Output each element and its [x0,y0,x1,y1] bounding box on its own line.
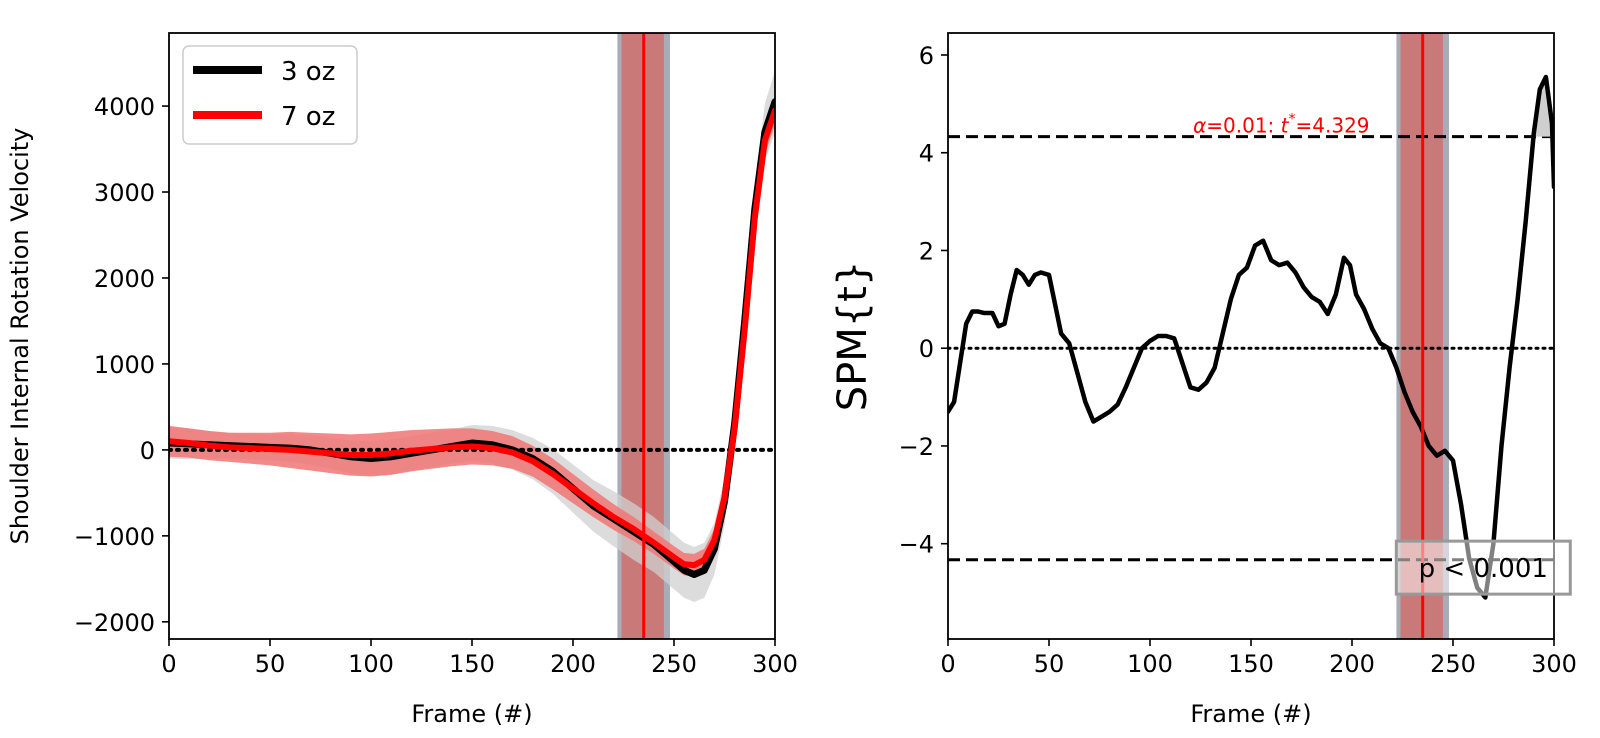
p-value-text: p < 0.001 [1419,554,1548,584]
threshold-alpha-value: =0.01: [1206,114,1280,138]
threshold-value: =4.329 [1296,114,1370,138]
right-y-tick-label: 2 [919,237,934,265]
left-series-lines [169,98,775,579]
left-y-tick-label: 3000 [94,179,155,207]
threshold-t: t [1281,114,1290,138]
band-3oz [169,70,775,603]
right-x-tick-label: 50 [1034,650,1065,678]
left-x-tick-label: 250 [651,650,697,678]
left-x-tick-label: 0 [161,650,176,678]
left-y-tick-label: 0 [140,437,155,465]
line-3oz [169,98,775,579]
right-y-tick-label: 6 [919,42,934,70]
spm-curve [948,74,1554,600]
left-y-tick-label: −1000 [74,523,155,551]
right-y-tick-label: −2 [899,433,934,461]
right-x-ticks: 0 50 100 150 200 250 300 [940,639,1577,678]
right-x-tick-label: 300 [1531,650,1577,678]
left-y-axis-label: Shoulder Internal Rotation Velocity [6,128,34,545]
legend-label-3oz: 3 oz [281,57,335,87]
left-y-tick-label: 4000 [94,93,155,121]
line-7oz [169,107,775,569]
right-x-tick-label: 100 [1127,650,1173,678]
left-y-tick-label: 1000 [94,351,155,379]
right-y-axis-label: SPM{t} [830,261,876,412]
right-y-ticks: −4 −2 0 2 4 6 [899,42,948,559]
left-x-tick-label: 50 [255,650,286,678]
right-y-tick-label: 4 [919,140,934,168]
right-x-tick-label: 150 [1228,650,1274,678]
left-x-axis-label: Frame (#) [411,700,532,728]
legend: 3 oz 7 oz [182,45,358,145]
left-y-ticks: −2000 −1000 0 1000 2000 3000 4000 [74,93,169,637]
left-y-tick-label: 2000 [94,265,155,293]
right-x-axis-label: Frame (#) [1190,700,1311,728]
threshold-annotation: α=0.01: t*=4.329 [1193,112,1369,138]
right-y-tick-label: −4 [899,531,934,559]
right-x-tick-label: 200 [1329,650,1375,678]
left-y-tick-label: −2000 [74,609,155,637]
left-x-tick-label: 100 [348,650,394,678]
left-x-tick-label: 200 [550,650,596,678]
right-panel: 0 50 100 150 200 250 300 −4 −2 0 2 4 6 Frame (#) SP… [830,32,1577,728]
left-confidence-bands [169,70,775,603]
left-x-ticks: 0 50 100 150 200 250 300 [161,639,798,678]
p-value-annotation: p < 0.001 [1394,539,1572,596]
legend-label-7oz: 7 oz [281,102,335,132]
right-x-tick-label: 0 [940,650,955,678]
left-x-tick-label: 150 [449,650,495,678]
right-y-tick-label: 0 [919,335,934,363]
p-value-box [1394,539,1572,596]
left-x-tick-label: 300 [752,650,798,678]
threshold-alpha: α [1193,114,1206,138]
band-7oz [169,95,775,577]
right-x-tick-label: 250 [1430,650,1476,678]
threshold-star: * [1289,112,1296,128]
left-panel: 0 50 100 150 200 250 300 −2000 −1000 0 1000 2000 30… [6,32,798,728]
